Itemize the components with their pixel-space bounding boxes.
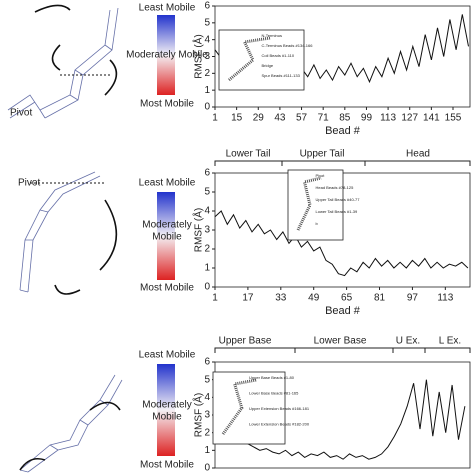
colorbar — [157, 364, 175, 456]
y-tick-label: 2 — [204, 68, 210, 79]
colorbar-label: Moderately Mobile — [126, 50, 208, 61]
inset-label: N-Terminus — [262, 33, 282, 38]
pivot-label: Pivot — [18, 178, 40, 189]
region-label: Upper Base — [219, 336, 272, 347]
region-bracket — [294, 347, 394, 353]
inset-label: C-Terminus Beads #134-166 — [262, 43, 314, 48]
inset-label: b — [316, 221, 319, 226]
x-tick-label: 71 — [318, 113, 330, 124]
region-label: Upper Tail — [300, 149, 345, 160]
y-tick-label: 0 — [204, 463, 210, 474]
y-tick-label: 5 — [204, 187, 210, 198]
x-tick-label: 1 — [212, 293, 218, 304]
region-label: Head — [406, 149, 430, 160]
y-tick-label: 3 — [204, 51, 210, 62]
inset-label: Lower Extension Beads #182-200 — [249, 422, 310, 427]
colorbar-label: Most Mobile — [140, 460, 194, 471]
y-tick-label: 0 — [204, 282, 210, 293]
inset-label: Head Beads #78-125 — [316, 185, 355, 190]
x-tick-label: 29 — [253, 113, 265, 124]
region-label: L Ex. — [439, 336, 461, 347]
region-bracket — [364, 160, 471, 166]
y-axis-label: RMSF (Å) — [192, 208, 205, 252]
y-tick-label: 3 — [204, 225, 210, 236]
y-tick-label: 1 — [204, 263, 210, 274]
y-tick-label: 4 — [204, 392, 210, 403]
y-tick-label: 4 — [204, 34, 210, 45]
inset-label: Upper Base Beads #1-80 — [249, 375, 295, 380]
inset-label: Upper Tail Beads #40-77 — [316, 197, 361, 202]
inset-label: Spur Beads #111-133 — [262, 73, 301, 78]
colorbar-label: Moderately — [142, 220, 191, 231]
x-tick-label: 15 — [231, 113, 243, 124]
region-bracket — [214, 347, 296, 353]
colorbar-label: Least Mobile — [139, 350, 196, 361]
inset-label: Lower Tail Beads #1-39 — [316, 209, 359, 214]
y-axis-label: RMSF (Å) — [192, 393, 205, 437]
x-tick-label: 113 — [437, 293, 453, 304]
inset-label: Upper Extension Beads #166-181 — [249, 406, 310, 411]
y-tick-label: 1 — [204, 445, 210, 456]
inset-label: Lower Base Beads #81-165 — [249, 391, 299, 396]
region-bracket — [392, 347, 426, 353]
inset-structure — [228, 36, 271, 82]
colorbar — [157, 15, 175, 95]
colorbar-label: Mobile — [152, 412, 182, 423]
region-label: U Ex. — [396, 336, 420, 347]
y-tick-label: 5 — [204, 374, 210, 385]
y-tick-label: 3 — [204, 410, 210, 421]
x-axis-label: Bead # — [325, 305, 361, 317]
y-tick-label: 6 — [204, 1, 210, 12]
inset-structure — [221, 378, 257, 435]
x-tick-label: 17 — [242, 293, 254, 304]
x-tick-label: 141 — [423, 113, 440, 124]
y-tick-label: 6 — [204, 168, 210, 179]
region-label: Lower Base — [314, 336, 367, 347]
colorbar — [157, 192, 175, 280]
region-bracket — [424, 347, 471, 353]
structure-1 — [7, 4, 119, 119]
region-label: Lower Tail — [226, 149, 271, 160]
structure-3 — [19, 374, 123, 473]
structure-2 — [19, 171, 118, 295]
x-tick-label: 49 — [308, 293, 320, 304]
x-tick-label: 127 — [401, 113, 418, 124]
x-tick-label: 1 — [212, 113, 218, 124]
colorbar-label: Mobile — [152, 232, 182, 243]
colorbar-label: Least Mobile — [139, 178, 196, 189]
inset-label: Bridge — [262, 63, 274, 68]
region-bracket — [214, 160, 283, 166]
colorbar-label: Most Mobile — [140, 99, 194, 110]
y-tick-label: 2 — [204, 244, 210, 255]
pivot-label: Pivot — [10, 108, 32, 119]
y-tick-label: 6 — [204, 357, 210, 368]
x-tick-label: 43 — [274, 113, 286, 124]
region-bracket — [281, 160, 366, 166]
x-tick-label: 57 — [296, 113, 308, 124]
x-tick-label: 85 — [339, 113, 351, 124]
y-tick-label: 2 — [204, 427, 210, 438]
rmsf-line — [214, 379, 466, 460]
x-tick-label: 99 — [361, 113, 373, 124]
colorbar-label: Least Mobile — [139, 3, 196, 14]
x-tick-label: 113 — [380, 113, 396, 124]
y-tick-label: 5 — [204, 17, 210, 28]
inset-label: Coil Beads #1-110 — [262, 53, 295, 58]
y-tick-label: 1 — [204, 85, 210, 96]
x-tick-label: 65 — [341, 293, 353, 304]
x-tick-label: 81 — [374, 293, 386, 304]
inset-label: Pivot — [316, 173, 326, 178]
rmsf-line — [214, 210, 469, 277]
y-axis-label: RMSF (Å) — [192, 34, 205, 78]
colorbar-label: Most Mobile — [140, 283, 194, 294]
inset — [287, 169, 344, 241]
x-axis-label: Bead # — [325, 125, 361, 137]
x-tick-label: 97 — [407, 293, 419, 304]
x-tick-label: 33 — [275, 293, 287, 304]
y-tick-label: 4 — [204, 206, 210, 217]
x-tick-label: 155 — [445, 113, 462, 124]
colorbar-label: Moderately — [142, 400, 191, 411]
y-tick-label: 0 — [204, 102, 210, 113]
